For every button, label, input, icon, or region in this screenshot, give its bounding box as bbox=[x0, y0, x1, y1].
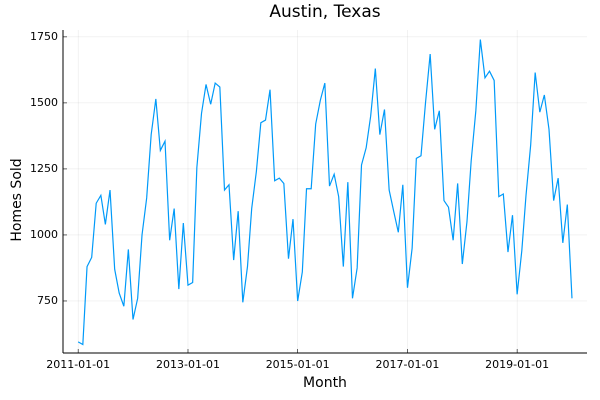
x-tick-label: 2013-01-01 bbox=[156, 358, 220, 371]
x-axis-label: Month bbox=[303, 375, 347, 391]
y-tick-label: 750 bbox=[37, 294, 58, 307]
y-tick-label: 1750 bbox=[30, 30, 58, 43]
x-tick-label: 2017-01-01 bbox=[376, 358, 440, 371]
y-tick-label: 1250 bbox=[30, 162, 58, 175]
y-tick-label: 1500 bbox=[30, 96, 58, 109]
y-tick-label: 1000 bbox=[30, 228, 58, 241]
x-tick-label: 2011-01-01 bbox=[46, 358, 110, 371]
data-line bbox=[77, 39, 573, 346]
chart-title: Austin, Texas bbox=[269, 2, 380, 22]
x-tick-label: 2015-01-01 bbox=[266, 358, 330, 371]
x-tick-label: 2019-01-01 bbox=[485, 358, 549, 371]
y-axis-label: Homes Sold bbox=[9, 158, 25, 241]
